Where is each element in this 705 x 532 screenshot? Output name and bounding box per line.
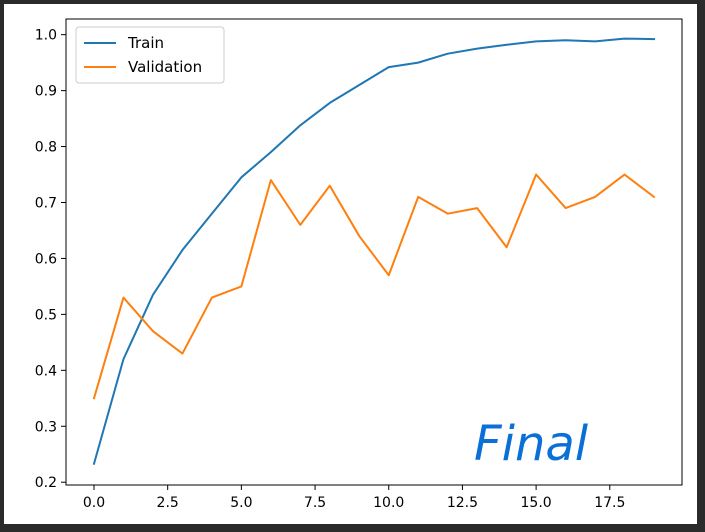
y-tick-label: 0.6 <box>35 251 57 267</box>
y-tick-label: 0.7 <box>35 195 57 211</box>
y-tick-label: 0.4 <box>35 363 57 379</box>
x-tick-label: 17.5 <box>594 495 625 511</box>
y-tick-label: 0.9 <box>35 84 57 100</box>
x-tick-label: 10.0 <box>373 495 404 511</box>
y-tick-label: 0.2 <box>35 475 57 491</box>
x-tick-label: 15.0 <box>521 495 552 511</box>
final-annotation: Final <box>474 416 589 472</box>
y-tick-label: 0.8 <box>35 140 57 156</box>
x-tick-label: 0.0 <box>83 495 105 511</box>
legend-label-validation: Validation <box>128 58 202 76</box>
legend-box <box>75 26 225 84</box>
x-tick-label: 5.0 <box>230 495 252 511</box>
y-tick-label: 0.5 <box>35 307 57 323</box>
legend: Train Validation <box>75 26 225 84</box>
line-chart: 0.0 2.5 5.0 7.5 10.0 12.5 15.0 17.5 0.20.30.40.… <box>35 18 683 511</box>
x-axis: 0.0 2.5 5.0 7.5 10.0 12.5 15.0 17.5 <box>83 485 625 511</box>
y-axis: 0.2 0.3 0.4 0.5 0.6 0.7 0.8 0.9 1.0 <box>35 28 66 491</box>
y-tick-label: 0.3 <box>35 419 57 435</box>
axes-frame <box>65 18 683 486</box>
y-tick-label: 1.0 <box>35 28 57 44</box>
series-lines <box>92 37 656 465</box>
legend-label-train: Train <box>127 34 164 52</box>
series-line-validation <box>92 173 656 400</box>
figure-canvas: 0.0 2.5 5.0 7.5 10.0 12.5 15.0 17.5 0.2 0.3 0.4 0.… <box>4 4 697 524</box>
x-tick-label: 12.5 <box>447 495 478 511</box>
x-tick-label: 2.5 <box>157 495 179 511</box>
x-tick-label: 7.5 <box>304 495 326 511</box>
series-line-train <box>92 37 656 465</box>
